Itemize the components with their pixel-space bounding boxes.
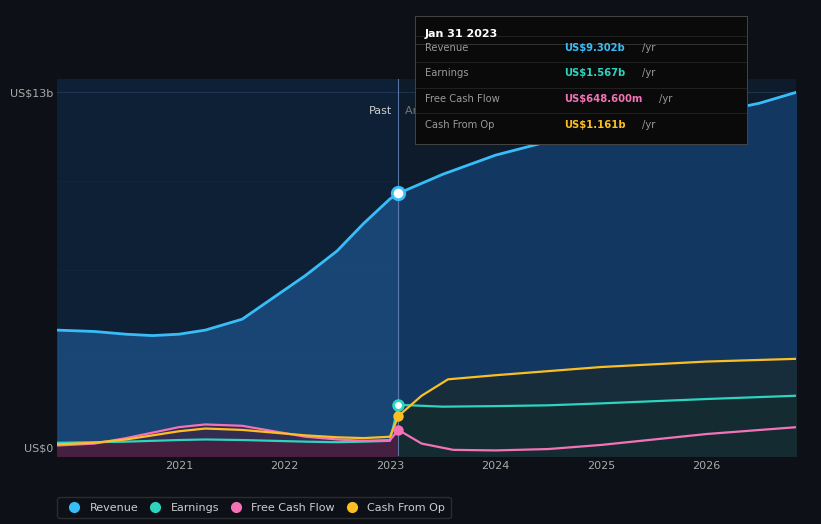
Text: Revenue: Revenue	[424, 43, 468, 53]
Text: /yr: /yr	[642, 120, 656, 130]
Text: /yr: /yr	[642, 43, 656, 53]
Legend: Revenue, Earnings, Free Cash Flow, Cash From Op: Revenue, Earnings, Free Cash Flow, Cash …	[57, 497, 451, 518]
Text: Analysts Forecasts: Analysts Forecasts	[405, 106, 508, 116]
Text: US$648.600m: US$648.600m	[564, 94, 643, 104]
Text: Earnings: Earnings	[424, 69, 468, 79]
Text: US$9.302b: US$9.302b	[564, 43, 625, 53]
Text: Past: Past	[369, 106, 392, 116]
Bar	[398, 79, 796, 456]
Text: /yr: /yr	[659, 94, 672, 104]
Bar	[57, 79, 398, 456]
Text: Cash From Op: Cash From Op	[424, 120, 494, 130]
Text: Free Cash Flow: Free Cash Flow	[424, 94, 499, 104]
Text: Jan 31 2023: Jan 31 2023	[424, 28, 498, 39]
Text: /yr: /yr	[642, 69, 656, 79]
Text: US$1.567b: US$1.567b	[564, 69, 626, 79]
Text: US$1.161b: US$1.161b	[564, 120, 626, 130]
